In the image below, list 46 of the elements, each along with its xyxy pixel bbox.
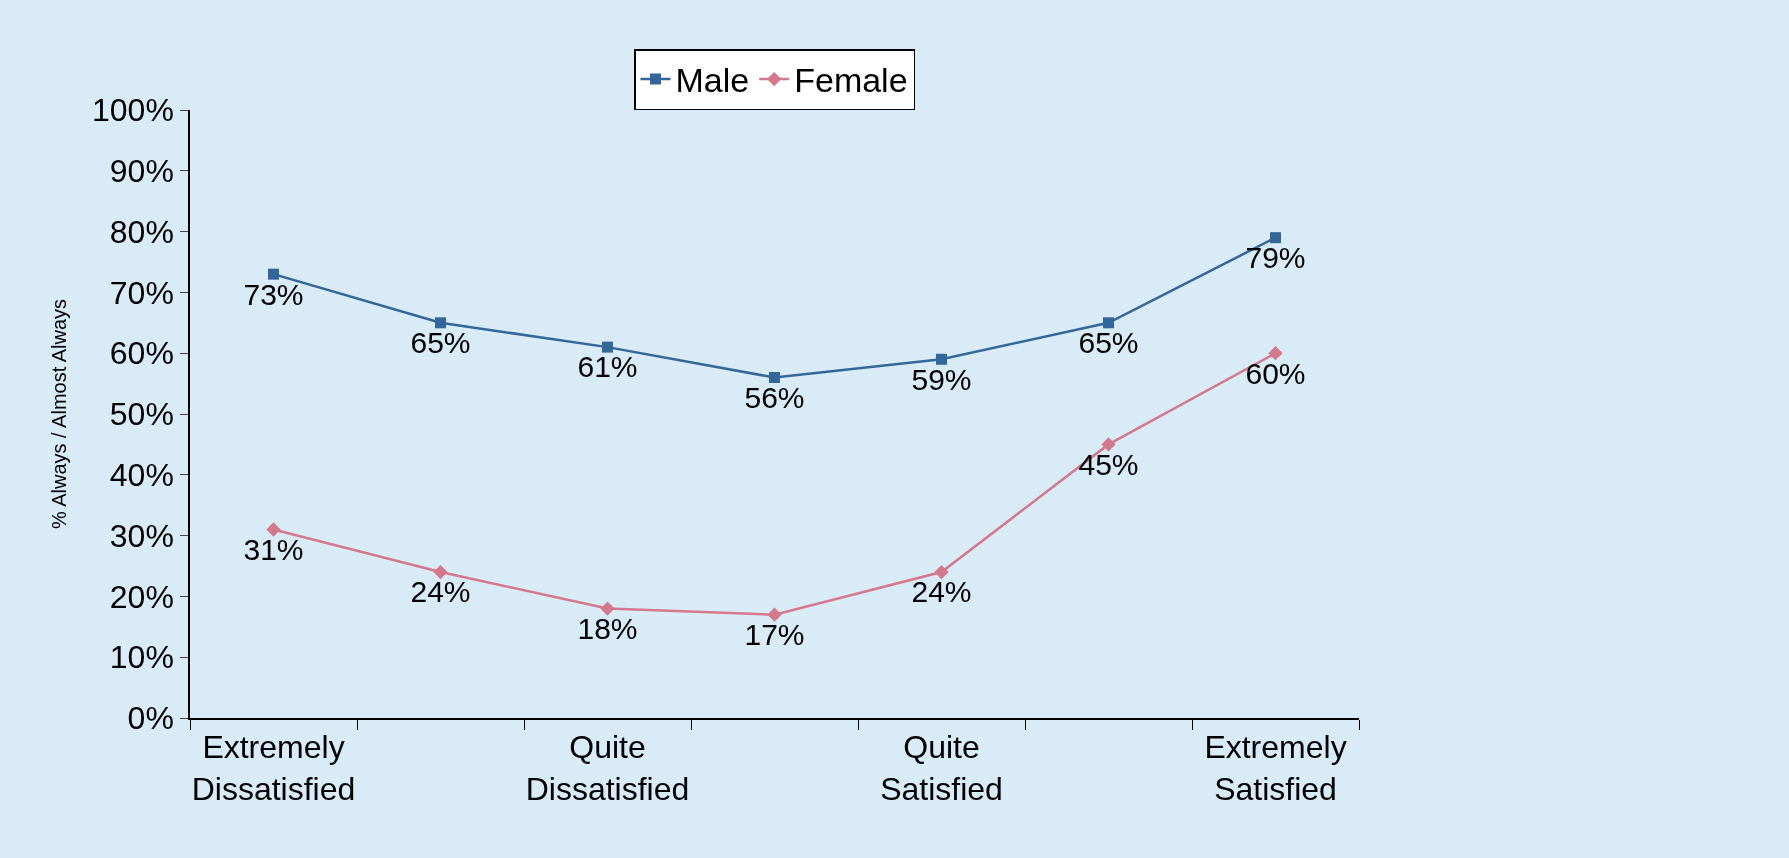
- data-label: 24%: [911, 575, 972, 609]
- point: [1101, 437, 1116, 452]
- data-label: 17%: [744, 618, 805, 652]
- x-tick-label: Quite Dissatisfied: [525, 729, 690, 807]
- y-tick-label: 10%: [109, 639, 174, 676]
- y-tick-label: 90%: [109, 153, 174, 189]
- point: [934, 564, 949, 580]
- point: [936, 353, 947, 365]
- data-label: 31%: [243, 532, 304, 566]
- legend-label: Female: [794, 61, 908, 100]
- y-tick-label: 40%: [109, 457, 174, 493]
- data-label: 73%: [243, 277, 304, 311]
- y-tick-label: 30%: [109, 517, 174, 554]
- point: [1103, 317, 1114, 329]
- point: [268, 268, 279, 280]
- data-label: 65%: [1078, 326, 1139, 360]
- point: [767, 607, 782, 622]
- y-tick-label: 60%: [109, 335, 174, 372]
- y-tick-label: 50%: [109, 396, 174, 433]
- x-tick-label: Extremely Satisfied: [1204, 729, 1347, 807]
- point: [1268, 346, 1283, 361]
- data-label: 45%: [1078, 447, 1139, 481]
- data-label: 18%: [577, 611, 638, 645]
- x-tick-label: Extremely Dissatisfied: [191, 729, 356, 807]
- data-label: 24%: [410, 575, 471, 609]
- y-tick-label: 20%: [109, 578, 174, 615]
- y-axis-title: % Always / Almost Always: [48, 298, 71, 530]
- data-label: 79%: [1245, 241, 1306, 275]
- data-label: 56%: [744, 380, 805, 414]
- point: [433, 564, 448, 580]
- point: [1270, 232, 1281, 244]
- y-tick-label: 80%: [109, 213, 174, 250]
- legend-label: Male: [675, 61, 750, 100]
- x-tick-label: Quite Satisfied: [880, 729, 1003, 807]
- point: [602, 341, 613, 353]
- point: [600, 601, 615, 616]
- data-label: 61%: [577, 350, 638, 384]
- data-label: 65%: [410, 326, 471, 360]
- y-tick-label: 0%: [127, 700, 174, 737]
- y-tick-label: 100%: [92, 92, 174, 129]
- point: [266, 522, 281, 537]
- point: [769, 372, 780, 384]
- y-tick-label: 70%: [109, 274, 174, 311]
- data-label: 59%: [911, 362, 972, 396]
- data-label: 60%: [1245, 356, 1306, 390]
- point: [435, 317, 446, 329]
